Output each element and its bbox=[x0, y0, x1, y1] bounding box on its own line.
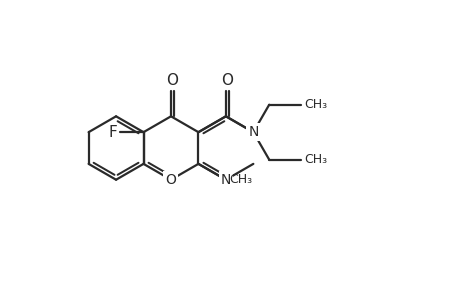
Text: O: O bbox=[221, 73, 233, 88]
Text: CH₃: CH₃ bbox=[229, 173, 252, 186]
Text: CH₃: CH₃ bbox=[303, 98, 326, 111]
Text: F: F bbox=[108, 125, 117, 140]
Text: N: N bbox=[247, 125, 258, 139]
Text: O: O bbox=[165, 173, 176, 187]
Text: CH₃: CH₃ bbox=[303, 153, 326, 166]
Text: N: N bbox=[220, 173, 230, 187]
Text: O: O bbox=[166, 73, 178, 88]
